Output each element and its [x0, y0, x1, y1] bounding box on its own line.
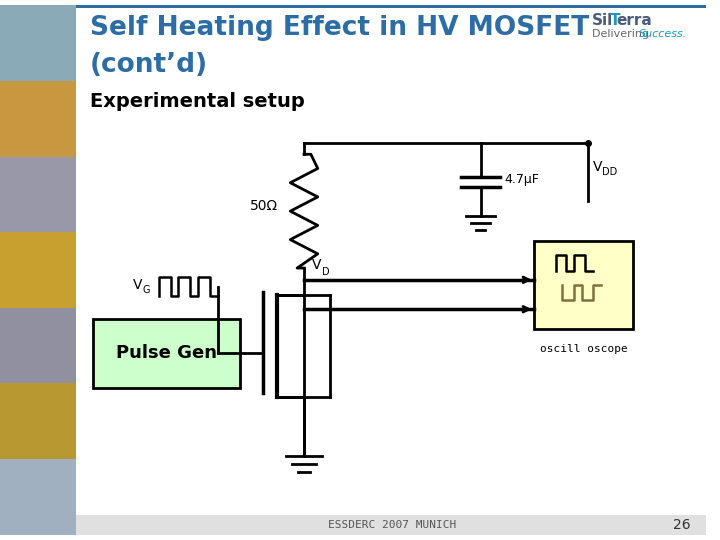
Bar [0, 232, 76, 308]
Text: Self Heating Effect in HV MOSFET: Self Heating Effect in HV MOSFET [90, 15, 590, 41]
Bar [534, 241, 633, 329]
Bar [0, 81, 76, 157]
Text: Experimental setup: Experimental setup [90, 91, 305, 111]
Bar [0, 5, 76, 81]
Text: Sil: Sil [593, 13, 613, 28]
Bar [76, 5, 706, 8]
Text: 26: 26 [672, 518, 690, 532]
Text: D: D [322, 267, 329, 277]
Text: ESSDERC 2007 MUNICH: ESSDERC 2007 MUNICH [328, 520, 456, 530]
Bar [76, 5, 706, 515]
Text: T: T [610, 13, 621, 28]
Text: Pulse Gen: Pulse Gen [116, 345, 217, 362]
Text: 50Ω: 50Ω [250, 199, 278, 213]
Text: Success.: Success. [639, 29, 687, 39]
Bar [76, 515, 706, 535]
Text: V: V [132, 278, 142, 292]
Text: oscill oscope: oscill oscope [540, 343, 627, 354]
Text: 4.7μF: 4.7μF [504, 173, 539, 186]
Bar [0, 157, 76, 232]
Text: V: V [312, 258, 321, 272]
Bar [0, 383, 76, 459]
Bar [0, 459, 76, 535]
Text: (cont’d): (cont’d) [90, 52, 208, 78]
Text: Delivering: Delivering [593, 29, 653, 39]
Text: erra: erra [617, 13, 652, 28]
Bar [93, 319, 240, 388]
Text: DD: DD [602, 167, 618, 177]
Text: V: V [593, 160, 603, 174]
Bar [0, 308, 76, 383]
Text: G: G [143, 285, 150, 295]
